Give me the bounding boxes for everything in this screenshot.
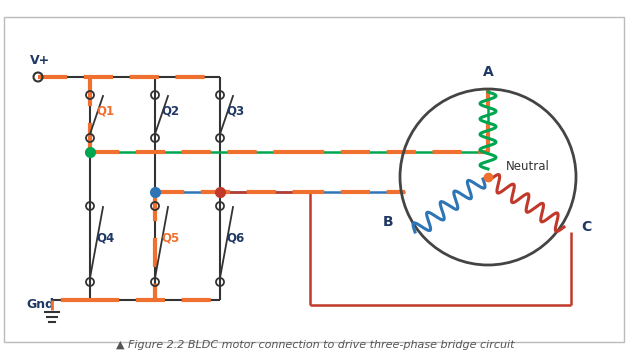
Text: C: C <box>581 220 591 234</box>
Text: Q3: Q3 <box>226 104 244 117</box>
Text: Gnd: Gnd <box>26 298 54 311</box>
Text: Neutral: Neutral <box>506 160 550 173</box>
Text: Q6: Q6 <box>226 232 244 244</box>
Text: V+: V+ <box>30 54 50 67</box>
Text: B: B <box>382 215 393 229</box>
Text: Q4: Q4 <box>96 232 114 244</box>
Text: ▲ Figure 2.2 BLDC motor connection to drive three-phase bridge circuit: ▲ Figure 2.2 BLDC motor connection to dr… <box>116 340 515 350</box>
Text: A: A <box>482 65 493 79</box>
FancyBboxPatch shape <box>4 17 624 342</box>
Text: Q5: Q5 <box>161 232 179 244</box>
Text: Q1: Q1 <box>96 104 114 117</box>
Text: Q2: Q2 <box>161 104 179 117</box>
